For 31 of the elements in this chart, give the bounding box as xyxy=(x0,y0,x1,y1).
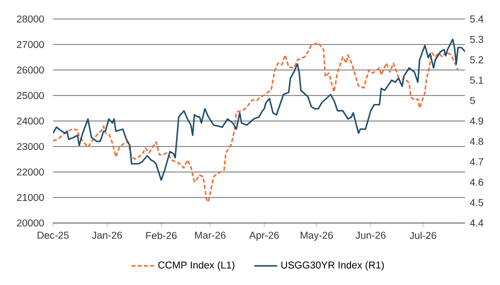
y-tick-label: 23000 xyxy=(16,142,44,150)
x-tick-label: Apr-26 xyxy=(249,232,279,241)
y2-tick-label: 4.8 xyxy=(470,138,484,145)
y-tick-label: 27000 xyxy=(16,40,44,48)
y-tick-label: 22000 xyxy=(16,168,44,176)
y-tick-label: 21000 xyxy=(16,194,44,202)
y2-tick-label: 5 xyxy=(470,97,475,104)
y2-tick-label: 4.6 xyxy=(470,178,484,186)
y-tick-label: 26000 xyxy=(16,66,44,74)
x-tick-label: Jul-26 xyxy=(410,232,436,240)
x-tick-label: Mar-26 xyxy=(195,232,226,239)
x-tick-label: May-26 xyxy=(300,232,333,241)
y2-tick-label: 4.5 xyxy=(470,199,484,206)
legend-label: USGG30YR Index (R1) xyxy=(281,261,384,271)
y-tick-label: 25000 xyxy=(16,92,44,100)
y-tick-label: 20000 xyxy=(16,219,44,227)
y2-tick-label: 4.4 xyxy=(470,220,484,226)
y2-tick-label: 5.1 xyxy=(470,76,484,84)
y-tick-label: 24000 xyxy=(16,117,44,125)
legend-label: CCMP Index (L1) xyxy=(158,261,234,271)
x-tick-label: Feb-26 xyxy=(146,232,177,240)
y2-tick-label: 5.2 xyxy=(470,56,484,64)
x-tick-label: Jun-26 xyxy=(356,232,386,239)
line-series xyxy=(53,38,465,181)
y2-tick-label: 4.7 xyxy=(470,158,484,166)
y2-tick-label: 5.3 xyxy=(470,36,484,43)
y2-tick-label: 4.9 xyxy=(470,117,484,125)
x-tick-label: Dec-25 xyxy=(38,232,69,239)
y-tick-label: 28000 xyxy=(16,15,44,23)
x-tick-label: Jan-26 xyxy=(92,232,122,239)
y2-tick-label: 5.4 xyxy=(470,16,484,22)
